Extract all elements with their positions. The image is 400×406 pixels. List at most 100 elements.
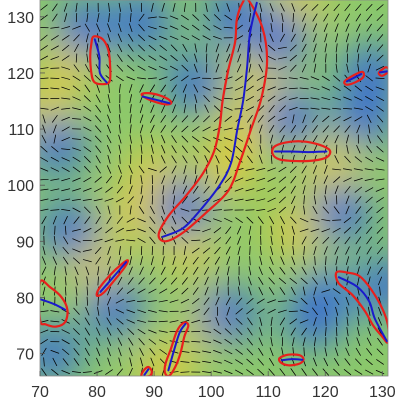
director-glyph <box>270 13 273 23</box>
director-glyph <box>270 225 273 235</box>
director-glyph <box>41 347 47 356</box>
director-glyph <box>148 338 157 345</box>
director-glyph <box>224 328 232 335</box>
director-glyph <box>225 236 232 245</box>
director-glyph <box>301 236 307 245</box>
director-glyph <box>212 87 222 90</box>
director-glyph <box>61 370 70 375</box>
director-glyph <box>107 154 111 164</box>
director-glyph <box>83 156 91 163</box>
director-glyph <box>324 33 328 43</box>
director-glyph <box>118 165 122 174</box>
director-glyph <box>170 288 178 294</box>
director-glyph <box>95 125 102 133</box>
director-glyph <box>95 256 101 265</box>
director-glyph <box>312 368 318 376</box>
director-glyph <box>128 185 133 195</box>
director-glyph <box>213 105 221 112</box>
field-low-spot-core <box>52 214 85 247</box>
field-low-spot-core <box>40 337 68 370</box>
director-glyph <box>292 12 294 23</box>
director-glyph <box>335 306 339 316</box>
director-glyph <box>302 23 306 32</box>
director-glyph <box>127 44 134 52</box>
director-glyph <box>192 256 199 265</box>
director-glyph <box>213 227 222 234</box>
director-glyph <box>193 155 199 164</box>
director-glyph <box>84 206 91 214</box>
director-glyph <box>313 337 316 347</box>
region-contour <box>377 66 388 77</box>
director-glyph <box>183 94 187 104</box>
director-glyph <box>248 276 252 286</box>
director-glyph <box>367 306 371 316</box>
director-glyph <box>321 75 330 81</box>
director-glyph <box>73 64 80 72</box>
director-glyph <box>377 266 383 275</box>
director-glyph <box>226 306 230 316</box>
director-glyph <box>376 34 384 42</box>
director-glyph <box>137 237 146 243</box>
director-glyph <box>161 3 165 12</box>
director-glyph <box>140 185 143 195</box>
director-glyph <box>118 256 122 266</box>
director-glyph <box>357 306 360 316</box>
director-glyph <box>137 309 146 314</box>
director-glyph <box>226 3 231 12</box>
director-glyph <box>223 127 233 131</box>
director-glyph <box>312 277 318 285</box>
director-glyph <box>50 167 60 172</box>
director-glyph <box>246 216 254 224</box>
y-tick-label: 110 <box>8 122 34 139</box>
director-glyph <box>323 135 329 144</box>
director-glyph <box>325 316 327 326</box>
director-glyph <box>356 43 360 53</box>
director-glyph <box>366 23 372 32</box>
director-glyph <box>270 154 273 164</box>
director-glyph <box>151 144 154 154</box>
director-glyph <box>290 327 296 336</box>
director-glyph <box>356 246 361 255</box>
director-glyph <box>269 357 275 366</box>
director-glyph <box>289 44 297 52</box>
director-glyph <box>345 296 350 306</box>
region-centerline <box>99 261 128 293</box>
director-glyph <box>376 24 384 32</box>
director-glyph <box>202 320 212 323</box>
director-glyph <box>158 330 168 333</box>
director-glyph <box>107 205 111 215</box>
director-glyph <box>303 205 306 215</box>
director-glyph <box>40 178 49 181</box>
director-glyph <box>61 116 70 121</box>
director-glyph <box>136 300 147 303</box>
director-glyph <box>118 23 122 33</box>
director-glyph <box>86 53 89 63</box>
director-glyph <box>345 347 350 356</box>
region-centerline <box>143 368 150 376</box>
director-glyph <box>301 266 307 275</box>
director-glyph <box>245 168 255 171</box>
director-glyph <box>223 106 233 111</box>
director-glyph <box>119 124 121 134</box>
director-glyph <box>334 23 339 32</box>
director-glyph <box>226 53 231 63</box>
director-glyph <box>173 195 176 205</box>
director-glyph <box>129 175 132 185</box>
director-glyph <box>367 327 371 336</box>
director-glyph <box>50 209 60 211</box>
director-glyph <box>215 317 220 326</box>
director-glyph <box>343 369 352 376</box>
director-glyph <box>288 77 298 80</box>
director-glyph <box>299 76 309 80</box>
director-glyph <box>234 128 244 130</box>
director-glyph <box>194 43 197 53</box>
director-glyph <box>52 3 58 12</box>
director-glyph <box>193 84 199 93</box>
region-contour <box>343 70 366 86</box>
director-glyph <box>299 319 309 324</box>
director-glyph <box>246 75 254 82</box>
director-glyph <box>235 217 243 223</box>
director-glyph <box>105 186 113 193</box>
director-glyph <box>150 357 155 367</box>
director-glyph <box>291 225 295 235</box>
